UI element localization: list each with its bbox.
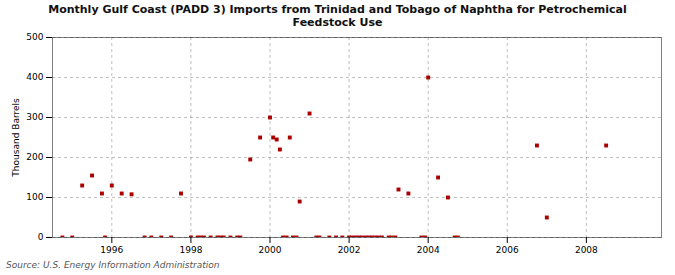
svg-text:2006: 2006 [496,245,519,255]
svg-text:Thousand Barrels: Thousand Barrels [11,98,21,178]
svg-text:2000: 2000 [259,245,282,255]
svg-text:0: 0 [38,233,44,243]
svg-text:2008: 2008 [575,245,598,255]
svg-text:1998: 1998 [179,245,202,255]
svg-text:500: 500 [26,33,43,43]
html-text:Monthly Gulf Coast (PADD 3) Im: Monthly Gulf Coast (PADD 3) Imports from… [48,3,627,30]
svg-text:300: 300 [26,113,43,123]
svg-text:1996: 1996 [100,245,123,255]
svg-text:400: 400 [26,73,43,83]
svg-text:200: 200 [26,153,43,163]
svg-text:2002: 2002 [338,245,361,255]
svg-text:2004: 2004 [417,245,440,255]
svg-text:100: 100 [26,193,43,203]
html-text:Source: U.S. Energy Informatio: Source: U.S. Energy Information Administ… [6,260,220,271]
